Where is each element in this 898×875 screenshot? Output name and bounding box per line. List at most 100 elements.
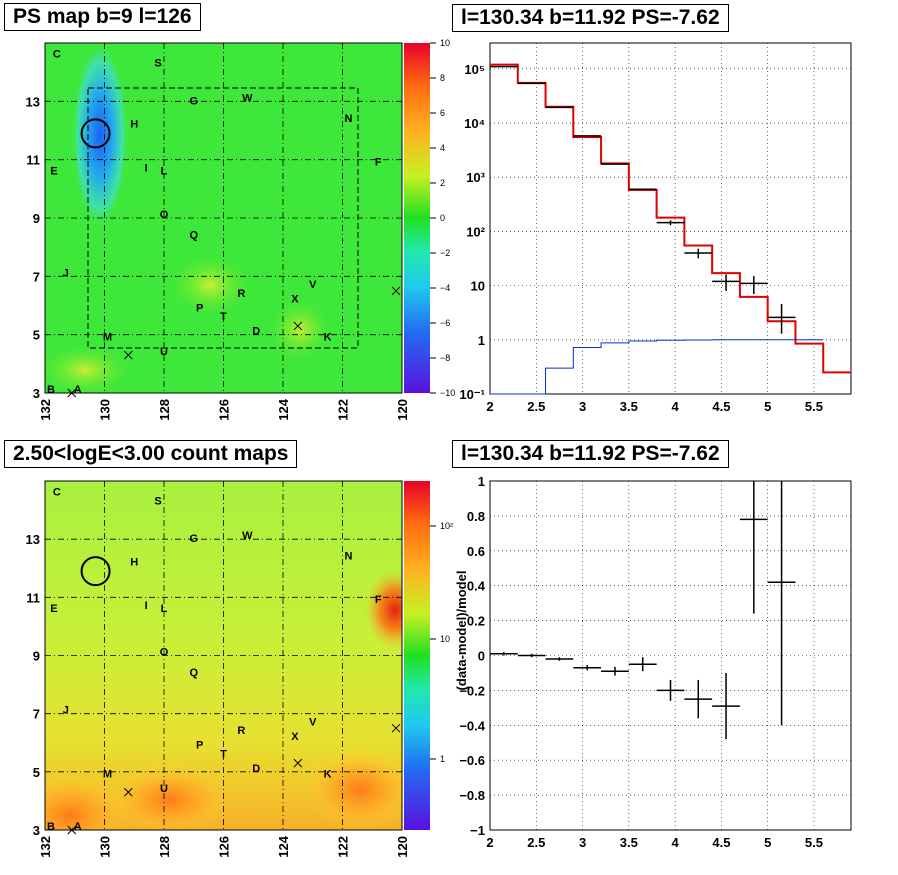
spectrum-title: l=130.34 b=11.92 PS=-7.62 — [452, 4, 729, 32]
count-map-colorbar — [404, 481, 430, 830]
x-tick-label: 132 — [38, 399, 53, 421]
source-label: N — [344, 551, 352, 563]
y-tick-label: 0.4 — [467, 579, 486, 594]
source-label: T — [220, 311, 227, 323]
x-tick-label: 126 — [217, 399, 232, 421]
x-tick-label: 3.5 — [620, 835, 638, 850]
y-tick-label: 13 — [26, 532, 40, 547]
cross-marker — [391, 723, 401, 733]
source-label: O — [160, 647, 169, 659]
colorbar-label: −8 — [440, 353, 450, 363]
source-label: A — [74, 821, 82, 833]
cross-marker — [391, 286, 401, 296]
cross-marker — [123, 787, 133, 797]
source-label: F — [375, 594, 382, 606]
y-tick-label: 1 — [478, 474, 485, 489]
x-tick-label: 3 — [579, 835, 586, 850]
source-label: P — [196, 302, 203, 314]
x-tick-label: 126 — [217, 836, 232, 858]
y-tick-label: 3 — [33, 386, 40, 401]
y-tick-label: 10⁵ — [464, 62, 485, 77]
source-label: M — [103, 332, 112, 344]
residual-axes: 2 2.5 3 3.5 4 4.5 5 5.5 1 0.8 0.6 0.4 0.2 0 −0.2 −0.4 −0… — [454, 474, 823, 850]
source-label: R — [237, 288, 245, 300]
source-label: J — [63, 267, 69, 279]
residual-title: l=130.34 b=11.92 PS=-7.62 — [452, 440, 729, 468]
x-tick-label: 124 — [276, 835, 291, 857]
count-map-panel: C S W G H N F I L E O Q J V R X P T D K M U B A 132 130 128 126 124… — [26, 480, 453, 858]
y-tick-label: −0.8 — [459, 788, 485, 803]
x-tick-label: 124 — [276, 398, 291, 420]
source-label: K — [324, 332, 332, 344]
ps-map-yellow-region-3 — [270, 300, 330, 360]
cross-marker — [293, 758, 303, 768]
source-label: D — [252, 326, 260, 338]
y-tick-label: −0.6 — [459, 753, 485, 768]
source-label: S — [154, 57, 161, 69]
y-tick-label: 5 — [33, 328, 40, 343]
source-label: H — [130, 556, 138, 568]
x-tick-label: 2.5 — [527, 399, 545, 414]
source-label: S — [154, 495, 161, 507]
source-label: X — [291, 294, 299, 306]
ps-map-yellow-region-2 — [45, 345, 130, 393]
y-tick-label: −1 — [470, 823, 485, 838]
count-map-sources: C S W G H N F I L E O Q J V R X P T D K M U B A — [47, 487, 401, 835]
target-circle — [80, 118, 111, 149]
ps-map-frame — [44, 42, 403, 394]
source-label: U — [160, 783, 168, 795]
colorbar-label: −2 — [440, 248, 450, 258]
count-map-hot-region-4 — [305, 750, 402, 830]
x-tick-label: 4.5 — [712, 835, 730, 850]
colorbar-label: 0 — [440, 213, 445, 223]
source-label: L — [161, 165, 168, 177]
source-label: N — [344, 113, 352, 125]
source-label: F — [375, 157, 382, 169]
colorbar-label: −6 — [440, 318, 450, 328]
y-tick-label: 0.8 — [467, 509, 485, 524]
source-label: I — [145, 162, 148, 174]
spectrum-panel: 2 2.5 3 3.5 4 4.5 5 5.5 10⁻¹ 1 10 10² 10³ 10⁴ 10⁵ — [459, 42, 852, 414]
colorbar-label: 1 — [440, 754, 445, 764]
x-tick-label: 120 — [395, 836, 410, 858]
source-label: H — [130, 119, 138, 131]
x-tick-label: 3.5 — [620, 399, 638, 414]
source-label: I — [145, 600, 148, 612]
source-label: W — [242, 530, 253, 542]
y-tick-label: 0 — [478, 649, 485, 664]
x-tick-label: 130 — [98, 836, 113, 858]
x-tick-label: 120 — [395, 399, 410, 421]
source-label: J — [63, 705, 69, 717]
y-tick-label: 13 — [26, 94, 40, 109]
x-tick-label: 5.5 — [805, 399, 823, 414]
x-tick-label: 5.5 — [805, 835, 823, 850]
count-map-axes: 132 130 128 126 124 122 120 3 5 7 9 11 13 — [26, 532, 410, 858]
y-tick-label: 7 — [33, 269, 40, 284]
y-axis-label: (data-model)/model — [454, 571, 469, 691]
colorbar-label: −10 — [440, 388, 455, 398]
x-tick-label: 2 — [486, 835, 493, 850]
y-tick-label: 10³ — [466, 170, 485, 185]
y-tick-label: 11 — [26, 153, 40, 168]
x-tick-label: 3 — [579, 399, 586, 414]
spectrum-plot — [490, 63, 851, 395]
colorbar-label: 4 — [440, 143, 445, 153]
y-tick-label: 1 — [478, 333, 485, 348]
x-tick-label: 5 — [764, 399, 771, 414]
spectrum-grid — [490, 43, 851, 395]
spectrum-axes: 2 2.5 3 3.5 4 4.5 5 5.5 10⁻¹ 1 10 10² 10³ 10⁴ 10⁵ — [459, 62, 823, 414]
ps-map-sources: C S W G H N F I L E O Q J V R X P T D K M U B A — [47, 49, 401, 398]
source-label: E — [50, 603, 57, 615]
residual-panel: 2 2.5 3 3.5 4 4.5 5 5.5 1 0.8 0.6 0.4 0.2 0 −0.2 −0.4 −0… — [454, 474, 852, 850]
colorbar-label: 10 — [440, 634, 450, 644]
y-tick-label: 5 — [33, 765, 40, 780]
source-label: V — [309, 716, 317, 728]
source-label: E — [50, 165, 57, 177]
ps-map-colorbar — [404, 43, 430, 393]
y-tick-label: 0.2 — [467, 614, 485, 629]
x-tick-label: 2 — [486, 399, 493, 414]
y-tick-label: 10² — [466, 224, 485, 239]
x-tick-label: 128 — [157, 836, 172, 858]
source-label: G — [189, 533, 198, 545]
